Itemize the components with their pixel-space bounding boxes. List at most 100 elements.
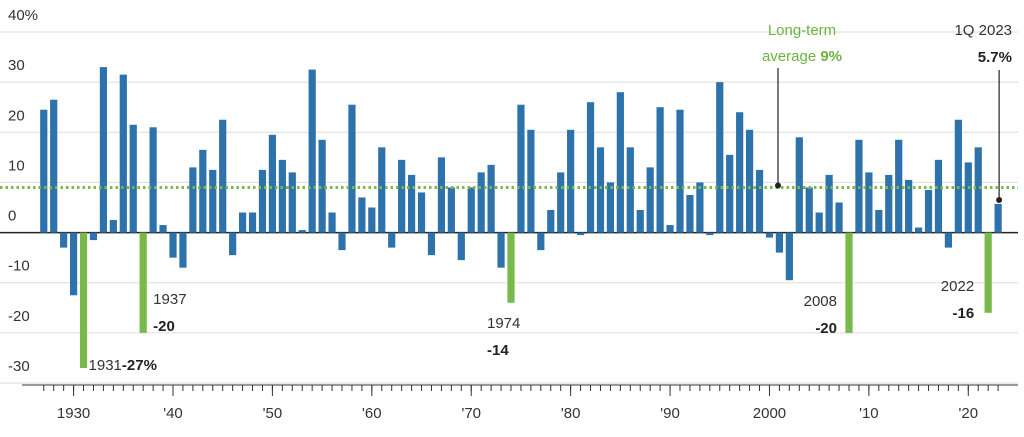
bar xyxy=(557,172,565,233)
average-dot xyxy=(775,182,781,189)
bar xyxy=(825,174,833,233)
bar xyxy=(736,112,744,233)
bar xyxy=(398,159,406,233)
bar xyxy=(805,187,813,233)
bar xyxy=(905,179,913,233)
bar xyxy=(278,159,286,233)
bar xyxy=(99,67,108,233)
bar xyxy=(248,212,257,233)
x-tick-label: '50 xyxy=(263,405,283,422)
bar xyxy=(497,232,505,268)
bar xyxy=(328,212,336,233)
highlight-value: -27% xyxy=(122,357,157,374)
bar xyxy=(964,162,972,233)
bar xyxy=(209,169,217,233)
bar xyxy=(815,212,823,233)
bar xyxy=(229,232,237,256)
bar xyxy=(934,159,943,233)
bar xyxy=(487,164,495,233)
average-label: average 9% xyxy=(762,48,842,65)
bar xyxy=(775,232,784,253)
latest-label: 1Q 2023 xyxy=(954,22,1012,39)
highlight-value: -14 xyxy=(487,342,509,359)
y-tick-label: 40% xyxy=(8,7,38,24)
x-tick-label: '90 xyxy=(660,405,680,422)
bar xyxy=(755,169,764,233)
y-tick-label: 20 xyxy=(8,107,25,124)
highlight-label: 1931-27% xyxy=(89,357,157,374)
bar xyxy=(388,232,396,248)
bar xyxy=(268,134,277,233)
bar xyxy=(944,232,953,248)
bar xyxy=(179,232,187,268)
highlight-year: 1931 xyxy=(89,357,122,374)
bar xyxy=(368,207,376,233)
bar xyxy=(457,232,465,261)
bar xyxy=(50,99,58,233)
average-value-label: 9% xyxy=(820,48,842,65)
bar xyxy=(885,174,893,233)
bar xyxy=(89,232,98,241)
bar xyxy=(447,187,455,233)
bar xyxy=(596,147,605,233)
bar xyxy=(60,232,68,248)
bar xyxy=(467,187,475,233)
bar xyxy=(358,197,366,233)
x-tick-label: '20 xyxy=(959,405,979,422)
bar xyxy=(199,149,207,233)
latest-dot xyxy=(996,196,1003,203)
bar xyxy=(527,129,535,233)
bar xyxy=(676,109,684,233)
bar xyxy=(159,225,167,233)
bar xyxy=(238,212,247,233)
bar xyxy=(845,232,853,333)
bar xyxy=(606,182,615,233)
y-tick-label: 30 xyxy=(8,57,25,74)
x-tick-label: '60 xyxy=(362,405,382,422)
bar xyxy=(298,230,306,233)
bar xyxy=(437,157,446,233)
bar xyxy=(994,203,1002,233)
bar xyxy=(954,119,962,233)
bar xyxy=(706,232,714,236)
bar xyxy=(924,189,933,233)
bar xyxy=(576,232,585,236)
bar xyxy=(636,210,644,233)
bar xyxy=(149,127,157,233)
x-tick-label: '10 xyxy=(859,405,879,422)
bar xyxy=(378,147,386,233)
bar xyxy=(785,232,793,281)
bar xyxy=(219,119,227,233)
bar xyxy=(258,169,267,233)
highlight-year: 1974 xyxy=(487,315,520,332)
bar xyxy=(338,232,346,251)
highlight-year: 1937 xyxy=(153,291,186,308)
bar xyxy=(914,227,923,233)
y-tick-label: -20 xyxy=(8,308,30,325)
bar xyxy=(547,210,555,233)
bar xyxy=(318,139,326,233)
bar xyxy=(348,104,356,233)
bar xyxy=(109,220,117,233)
bar xyxy=(537,232,545,251)
bar xyxy=(875,210,883,233)
bar xyxy=(745,129,754,233)
bar xyxy=(586,102,595,233)
x-tick-label: 2000 xyxy=(753,405,786,422)
bar xyxy=(507,232,515,303)
x-tick-label: '40 xyxy=(163,405,183,422)
highlight-value: -20 xyxy=(153,318,175,335)
bar xyxy=(169,232,177,258)
x-tick-label: '80 xyxy=(561,405,581,422)
y-tick-label: -30 xyxy=(8,358,30,375)
bar xyxy=(626,147,634,233)
y-tick-label: -10 xyxy=(8,258,30,275)
bar xyxy=(974,147,982,233)
bar xyxy=(139,232,147,333)
bar xyxy=(567,129,575,233)
bar xyxy=(835,202,843,233)
bar xyxy=(477,172,485,233)
bar xyxy=(656,107,664,233)
bar xyxy=(646,167,654,233)
